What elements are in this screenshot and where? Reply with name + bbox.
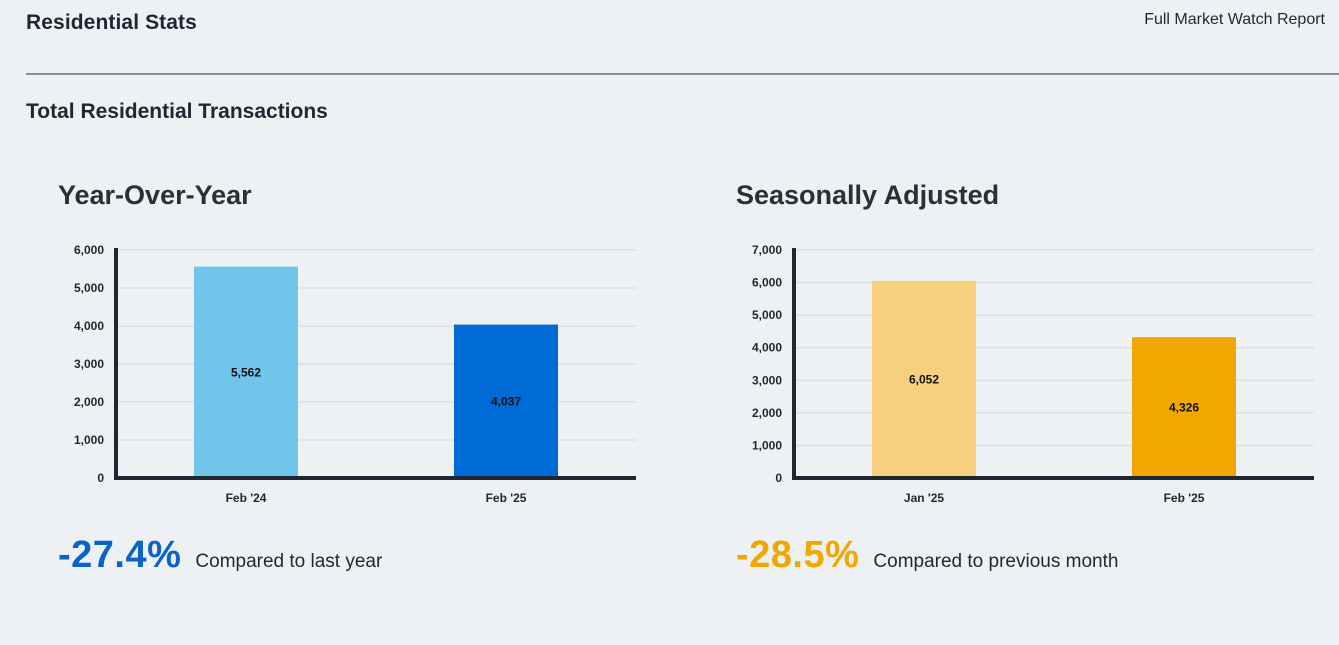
y-tick-label: 4,000 (752, 341, 782, 355)
sa-bar-2[interactable] (1132, 337, 1236, 478)
y-tick-label: 5,000 (74, 281, 104, 295)
year-over-year-change-row: -27.4% Compared to last year (58, 534, 382, 577)
full-market-watch-report-link[interactable]: Full Market Watch Report (1144, 11, 1325, 28)
y-tick-label: 1,000 (74, 433, 104, 447)
sa-bar-1[interactable] (872, 280, 976, 478)
yoy-x-tick-label: Feb '24 (226, 491, 267, 505)
yoy-bar-1[interactable] (194, 266, 298, 478)
y-tick-label: 4,000 (74, 319, 104, 333)
y-tick-label: 6,000 (74, 243, 104, 257)
year-over-year-change-value: -27.4% (58, 534, 182, 576)
header-divider (26, 73, 1339, 75)
y-tick-label: 1,000 (752, 438, 782, 452)
y-tick-label: 0 (97, 471, 104, 485)
y-tick-label: 2,000 (752, 406, 782, 420)
y-tick-label: 3,000 (74, 357, 104, 371)
y-tick-label: 6,000 (752, 276, 782, 290)
seasonally-adjusted-change-row: -28.5% Compared to previous month (736, 534, 1118, 577)
sa-x-tick-label: Feb '25 (1164, 491, 1205, 505)
yoy-bar-2[interactable] (454, 324, 558, 478)
seasonally-adjusted-panel: Seasonally Adjusted 0 1,000 2,000 3,000 4,00… (736, 180, 1336, 600)
year-over-year-change-caption: Compared to last year (195, 551, 383, 572)
y-tick-label: 3,000 (752, 373, 782, 387)
seasonally-adjusted-bar-chart: 0 1,000 2,000 3,000 4,000 5,000 6,000 7,000 6,05… (752, 243, 1314, 505)
sa-bar-value-label: 4,326 (1169, 401, 1199, 415)
sa-x-tick-label: Jan '25 (904, 491, 945, 505)
year-over-year-panel: Year-Over-Year 0 1,000 2,000 3,000 4,000 5,00… (58, 180, 658, 600)
section-title: Total Residential Transactions (26, 100, 328, 123)
yoy-x-tick-label: Feb '25 (486, 491, 527, 505)
yoy-bar-value-label: 4,037 (491, 394, 521, 408)
page-header-title: Residential Stats (26, 11, 197, 34)
year-over-year-bar-chart: 0 1,000 2,000 3,000 4,000 5,000 6,000 5,562 Feb … (74, 243, 636, 505)
yoy-bar-value-label: 5,562 (231, 365, 261, 379)
y-tick-label: 0 (775, 471, 782, 485)
sa-bar-value-label: 6,052 (909, 372, 939, 386)
y-tick-label: 7,000 (752, 243, 782, 257)
y-tick-label: 5,000 (752, 308, 782, 322)
seasonally-adjusted-change-caption: Compared to previous month (873, 551, 1119, 572)
year-over-year-title: Year-Over-Year (58, 180, 252, 210)
y-tick-label: 2,000 (74, 395, 104, 409)
seasonally-adjusted-change-value: -28.5% (736, 534, 860, 576)
seasonally-adjusted-title: Seasonally Adjusted (736, 180, 1000, 210)
